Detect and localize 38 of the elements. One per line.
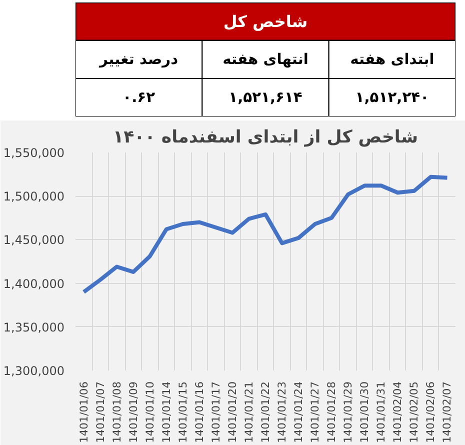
category-label: درصد تغییر <box>98 51 179 68</box>
chart-title: شاخص کل از ابتدای اسفندماه ۱۴۰۰ <box>113 128 418 148</box>
x-tick-label: 1401/01/29 <box>342 381 355 443</box>
x-tick-label: 1401/01/23 <box>276 381 289 443</box>
x-tick-label: 1401/01/08 <box>110 381 124 443</box>
x-tick-label: 1401/01/06 <box>77 381 90 443</box>
x-tick-label: 1401/01/14 <box>160 381 173 443</box>
y-tick-label: 1,500,000 <box>3 190 65 204</box>
text: شاخص کل <box>223 12 308 31</box>
line-series <box>82 174 450 294</box>
x-tick-label: 1401/01/15 <box>176 381 190 443</box>
x-tick-label: 1401/01/24 <box>292 381 306 443</box>
x-tick-label: 1401/01/07 <box>94 381 107 443</box>
x-tick-label: 1401/02/06 <box>424 381 438 443</box>
x-tick-label: 1401/01/09 <box>126 381 140 443</box>
x-tick-label: 1401/01/31 <box>374 381 388 443</box>
y-tick-label: 1,550,000 <box>3 146 65 160</box>
x-tick-label: 1401/01/21 <box>242 381 256 443</box>
x-tick-label: 1401/01/17 <box>209 381 222 443</box>
category-label: انتهای هفته <box>222 51 308 68</box>
text: ۰.۶۲ <box>122 89 156 106</box>
y-tick-label: 1,400,000 <box>3 276 65 291</box>
text: ۱,۵۱۲,۲۴۰ <box>355 89 430 106</box>
x-tick-label: 1401/01/28 <box>325 381 338 443</box>
x-tick-label: 1401/02/07 <box>440 381 454 443</box>
x-tick-label: 1401/01/20 <box>226 381 239 443</box>
text: ۱,۵۲۱,۶۱۴ <box>228 89 302 106</box>
x-tick-label: 1401/02/04 <box>391 381 404 443</box>
x-tick-label: 1401/01/10 <box>143 381 156 443</box>
x-tick-label: 1401/01/16 <box>192 381 206 443</box>
x-tick-label: 1401/01/30 <box>358 381 372 443</box>
y-tick-label: 1,300,000 <box>3 364 65 378</box>
x-tick-label: 1401/02/05 <box>408 381 421 443</box>
category-label: ابتدای هفته <box>350 51 434 68</box>
x-tick-label: 1401/01/27 <box>308 381 322 443</box>
x-tick-label: 1401/01/22 <box>259 381 272 443</box>
y-tick-label: 1,350,000 <box>3 320 65 334</box>
y-tick-label: 1,450,000 <box>3 233 65 248</box>
